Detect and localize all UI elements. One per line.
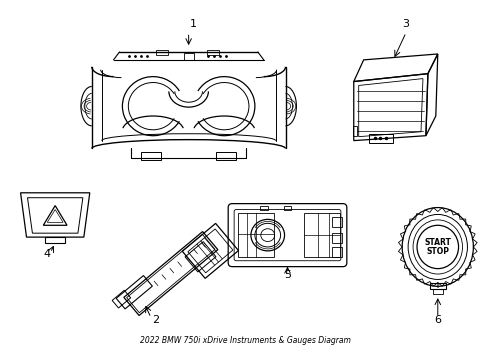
Bar xyxy=(216,152,236,160)
Text: 4: 4 xyxy=(44,249,51,259)
Bar xyxy=(332,233,342,243)
Bar xyxy=(284,206,292,210)
Text: STOP: STOP xyxy=(426,247,449,256)
Text: 2022 BMW 750i xDrive Instruments & Gauges Diagram: 2022 BMW 750i xDrive Instruments & Gauge… xyxy=(140,336,350,345)
Bar xyxy=(332,247,342,257)
Bar xyxy=(260,206,268,210)
Bar xyxy=(332,217,342,227)
Text: 2: 2 xyxy=(152,315,160,325)
Text: II: II xyxy=(436,284,440,289)
Bar xyxy=(430,283,446,289)
Text: 3: 3 xyxy=(403,19,410,30)
Bar xyxy=(207,50,220,55)
Bar xyxy=(156,50,168,55)
Bar xyxy=(45,237,65,243)
Text: 6: 6 xyxy=(434,315,441,325)
Bar xyxy=(141,152,161,160)
Text: 5: 5 xyxy=(284,270,291,279)
Bar xyxy=(433,289,443,294)
Bar xyxy=(238,213,274,257)
Text: START: START xyxy=(424,238,451,247)
Text: 1: 1 xyxy=(190,19,197,30)
Bar xyxy=(304,213,340,257)
Bar xyxy=(184,53,194,60)
